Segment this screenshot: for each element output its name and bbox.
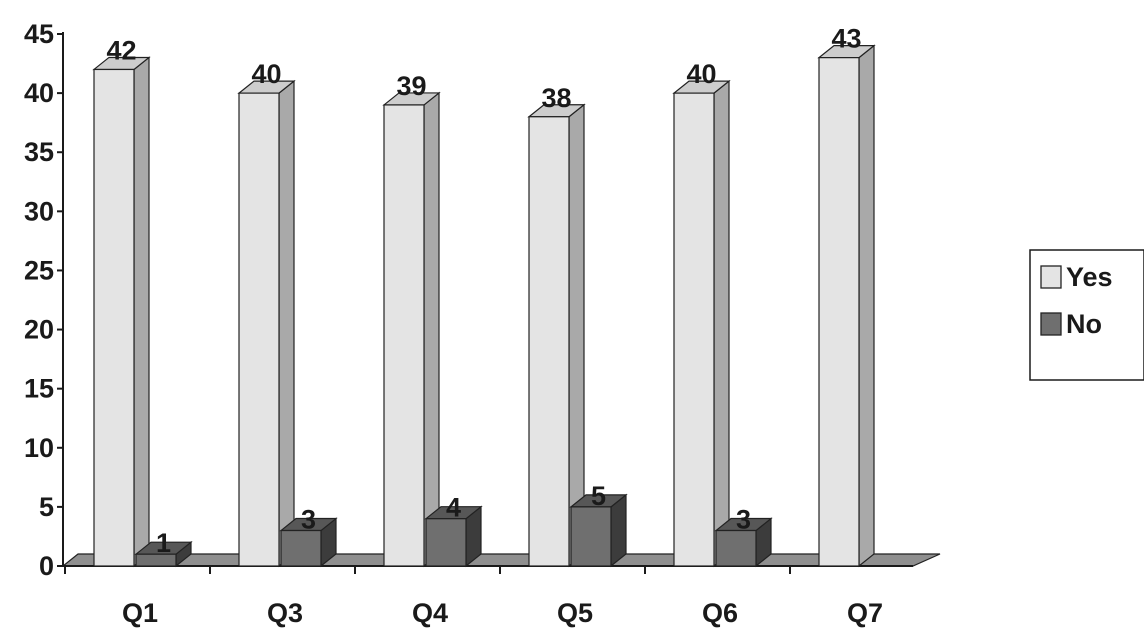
bar-yes-q7: [817, 44, 876, 568]
bar-yes-q5-front: [528, 116, 570, 567]
y-tick-label-20: 20: [24, 315, 54, 345]
bar-no-q1-front: [135, 553, 177, 567]
y-tick-label-45: 45: [24, 19, 54, 49]
x-label-q5: Q5: [557, 598, 593, 628]
data-label-yes-q5: 38: [541, 83, 571, 113]
y-tick-label-35: 35: [24, 137, 54, 167]
bar-no-q3: [279, 517, 338, 568]
bar-yes-q3-front: [238, 92, 280, 567]
data-label-yes-q7: 43: [831, 24, 861, 54]
x-label-q4: Q4: [412, 598, 448, 628]
bar-yes-q3: [237, 79, 296, 568]
bar-no-q5: [569, 493, 628, 568]
legend: Yes No: [1029, 249, 1144, 381]
y-tick-label-25: 25: [24, 255, 54, 285]
legend-label-no: No: [1066, 309, 1102, 339]
bar-yes-q1: [92, 56, 151, 568]
data-label-yes-q3: 40: [251, 59, 281, 89]
bar-yes-q6: [672, 79, 731, 568]
x-label-q7: Q7: [847, 598, 883, 628]
y-tick-label-0: 0: [39, 551, 54, 581]
bar-yes-q4: [382, 91, 441, 568]
bar-yes-q7-side: [858, 44, 875, 568]
bar-yes-q7-front: [818, 57, 860, 567]
data-label-no-q5: 5: [591, 481, 606, 511]
bar-yes-q1-side: [133, 56, 150, 568]
data-label-no-q4: 4: [446, 493, 461, 523]
bar-no-q3-front: [280, 529, 322, 567]
legend-swatch-yes: [1040, 265, 1062, 289]
bar-yes-q4-side: [423, 91, 440, 568]
data-label-yes-q6: 40: [686, 59, 716, 89]
bars: [92, 44, 876, 568]
y-axis: 0 5 10 15 20 25 30 35 40 45: [24, 19, 64, 581]
y-tick-label-10: 10: [24, 433, 54, 463]
bar-no-q4-front: [425, 518, 467, 567]
bar-no-q4: [424, 505, 483, 568]
bar-no-q6: [714, 517, 773, 568]
x-label-q1: Q1: [122, 598, 158, 628]
data-label-no-q3: 3: [301, 505, 316, 535]
x-label-q6: Q6: [702, 598, 738, 628]
bar-no-q6-front: [715, 529, 757, 567]
bar-no-q1: [134, 540, 193, 568]
y-tick-label-30: 30: [24, 196, 54, 226]
bar-yes-q5-side: [568, 103, 585, 568]
data-label-no-q6: 3: [736, 505, 751, 535]
bar-yes-q5: [527, 103, 586, 568]
data-label-yes-q4: 39: [396, 71, 426, 101]
data-label-no-q1: 1: [156, 528, 171, 558]
y-tick-label-5: 5: [39, 492, 54, 522]
legend-swatch-no: [1040, 312, 1062, 336]
legend-label-yes: Yes: [1066, 262, 1113, 292]
floor-plane: [61, 553, 941, 567]
x-label-q3: Q3: [267, 598, 303, 628]
x-axis: Q1 Q3 Q4 Q5 Q6 Q7: [63, 565, 913, 628]
y-tick-label-40: 40: [24, 78, 54, 108]
bar-yes-q3-side: [278, 79, 295, 568]
bar-no-q5-front: [570, 506, 612, 567]
bar-yes-q6-side: [713, 79, 730, 568]
bar-yes-q1-front: [93, 68, 135, 567]
bar-yes-q6-front: [673, 92, 715, 567]
data-labels: 42 1 40 3 39 4 38 5 40 3 43: [106, 24, 861, 559]
bar-yes-q4-front: [383, 104, 425, 567]
y-tick-label-15: 15: [24, 374, 54, 404]
data-label-yes-q1: 42: [106, 35, 136, 65]
chart-floor: [61, 553, 941, 567]
